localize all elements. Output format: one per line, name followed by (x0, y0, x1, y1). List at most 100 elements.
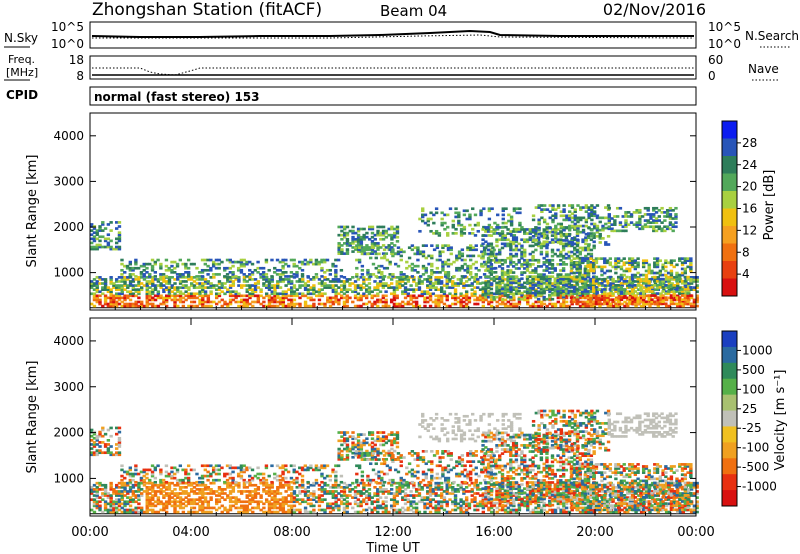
power-cell (655, 284, 660, 287)
power-cell (678, 259, 682, 263)
power-cell (643, 219, 648, 222)
power-cell (95, 298, 99, 302)
power-cell (437, 282, 441, 285)
power-cell (424, 244, 428, 247)
power-cell (622, 263, 626, 267)
power-cell (250, 262, 255, 266)
velocity-cell (201, 506, 205, 510)
power-cell (692, 280, 697, 283)
velocity-cell (176, 483, 180, 487)
power-cell (616, 292, 621, 295)
velocity-cell (148, 508, 152, 512)
power-cell (540, 208, 544, 211)
power-cell (506, 289, 510, 293)
power-cell (481, 265, 485, 268)
power-cell (460, 254, 465, 258)
velocity-cell (164, 492, 169, 495)
power-cell (120, 296, 124, 300)
power-cell (614, 261, 618, 265)
power-cell (369, 275, 373, 278)
power-cell (317, 302, 322, 306)
power-cell (689, 269, 693, 273)
power-cell (503, 304, 508, 308)
power-cell (565, 243, 569, 246)
velocity-cell (120, 502, 124, 506)
velocity-cell (117, 494, 122, 497)
velocity-cell (187, 500, 191, 504)
velocity-cell (256, 500, 261, 504)
power-cell (591, 271, 596, 275)
power-cell (295, 264, 299, 268)
power-cell (276, 284, 280, 287)
power-cell (457, 266, 462, 270)
velocity-cell (98, 481, 102, 485)
power-cell (226, 304, 230, 308)
power-cell (644, 300, 649, 304)
power-cell (267, 282, 272, 285)
power-cell (606, 234, 611, 238)
power-cell (345, 250, 350, 253)
power-cell (573, 222, 577, 226)
power-cell (195, 266, 199, 270)
power-cell (565, 214, 569, 218)
power-cell (131, 302, 136, 306)
power-cell (223, 302, 227, 306)
power-cell (189, 262, 194, 266)
power-cell (621, 225, 625, 229)
station-title: Zhongshan Station (fitACF) (92, 0, 322, 20)
power-cell (664, 273, 668, 277)
power-cell (417, 294, 422, 298)
power-cell (484, 280, 488, 283)
power-cell (655, 288, 660, 291)
power-cell (565, 216, 569, 220)
power-cell (348, 288, 352, 291)
power-cell (457, 252, 462, 256)
velocity-cell (317, 504, 322, 508)
power-cell (153, 294, 158, 298)
power-cell (656, 278, 660, 281)
power-cell (303, 286, 308, 289)
power-cell (469, 248, 473, 252)
power-cell (217, 273, 221, 276)
power-cell (95, 237, 99, 241)
power-cell (95, 286, 99, 289)
power-cell (390, 225, 394, 229)
power-cell (112, 300, 116, 304)
velocity-cell (351, 506, 355, 510)
power-cell (581, 246, 585, 250)
velocity-cell (151, 498, 155, 502)
power-cell (381, 233, 386, 237)
power-cell (575, 271, 580, 274)
power-cell (387, 304, 391, 308)
velocity-cell (90, 508, 94, 512)
velocity-cell (134, 483, 138, 487)
velocity-cell (273, 506, 277, 510)
power-cell (486, 269, 491, 272)
velocity-cell (203, 498, 208, 502)
power-cell (575, 267, 579, 271)
power-cell (170, 290, 174, 294)
power-cell (506, 283, 510, 287)
power-cell (270, 280, 274, 283)
power-cell (658, 279, 663, 283)
power-cell (451, 284, 455, 287)
power-cell (578, 300, 583, 304)
power-cell (128, 298, 133, 302)
power-cell (92, 284, 97, 287)
power-cell (98, 239, 102, 243)
power-cell (500, 267, 505, 270)
power-cell (164, 300, 169, 304)
power-cell (654, 217, 659, 220)
power-cell (234, 294, 238, 298)
power-cell (153, 260, 158, 264)
power-cell (101, 282, 105, 285)
power-cell (395, 231, 400, 235)
power-cell (295, 275, 299, 278)
power-cell (695, 280, 699, 283)
power-cell (337, 278, 341, 281)
power-cell (595, 234, 600, 238)
power-cell (126, 276, 130, 279)
power-cell (500, 242, 505, 246)
power-cell (635, 225, 639, 229)
velocity-cell (353, 500, 358, 504)
